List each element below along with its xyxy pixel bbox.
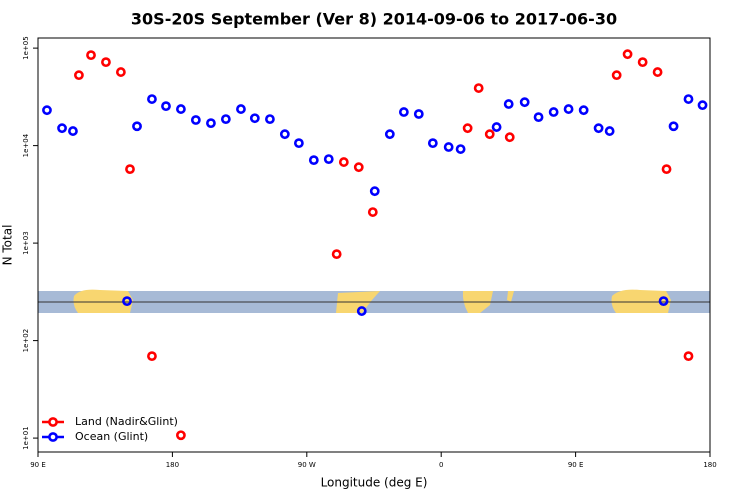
data-point — [367, 207, 378, 217]
y-tick-label: 1e+04 — [22, 133, 30, 157]
data-point — [293, 138, 304, 149]
data-point — [74, 70, 84, 81]
data-point — [484, 129, 495, 140]
data-point — [176, 104, 186, 114]
data-point — [331, 249, 342, 260]
data-point — [697, 100, 708, 111]
data-point — [147, 351, 157, 362]
data-point — [125, 164, 135, 175]
legend-marker — [48, 417, 58, 427]
data-point — [661, 164, 672, 175]
legend-label: Ocean (Glint) — [75, 430, 148, 443]
x-tick-label: 180 — [703, 461, 716, 469]
data-point — [68, 126, 78, 136]
map-band — [38, 289, 710, 313]
data-point — [455, 144, 466, 154]
x-tick-label: 90 W — [298, 461, 316, 469]
data-point — [578, 105, 589, 116]
data-point — [308, 155, 319, 166]
x-tick-label: 0 — [439, 461, 443, 469]
data-point — [443, 142, 454, 152]
data-point — [101, 57, 111, 68]
y-tick-label: 1e+05 — [22, 36, 30, 60]
data-point — [491, 122, 502, 132]
data-point — [519, 97, 530, 108]
data-point — [176, 430, 186, 441]
data-point — [604, 126, 615, 136]
data-point — [206, 118, 216, 129]
data-point — [593, 123, 604, 134]
data-point — [384, 129, 395, 140]
data-point — [323, 154, 334, 165]
y-tick-label: 1e+01 — [22, 426, 30, 450]
data-point — [473, 83, 484, 93]
data-point — [249, 113, 260, 124]
data-point — [413, 109, 424, 119]
data-point — [668, 121, 679, 132]
data-point — [683, 94, 694, 104]
data-point — [265, 114, 275, 125]
data-point — [190, 115, 201, 125]
data-point — [369, 186, 380, 197]
data-point — [683, 351, 694, 362]
data-point — [548, 107, 559, 117]
data-point — [563, 104, 574, 114]
data-point — [115, 67, 126, 77]
legend-marker — [48, 432, 58, 442]
data-point — [353, 162, 364, 173]
data-point — [86, 50, 96, 61]
data-point — [427, 138, 438, 149]
plot-frame — [37, 37, 711, 453]
data-point — [42, 105, 52, 116]
data-point — [611, 70, 622, 81]
chart-title: 30S-20S September (Ver 8) 2014-09-06 to … — [131, 10, 617, 29]
legend-label: Land (Nadir&Glint) — [75, 415, 178, 428]
x-tick-label: 180 — [166, 461, 179, 469]
data-point — [622, 49, 633, 60]
x-axis-label: Longitude (deg E) — [321, 476, 428, 490]
x-tick-label: 90 E — [30, 461, 46, 469]
data-point — [637, 57, 648, 68]
y-axis-label: N Total — [1, 225, 15, 266]
data-point — [220, 114, 231, 125]
data-point — [122, 296, 132, 307]
data-point — [658, 296, 669, 307]
data-point — [161, 101, 171, 112]
y-tick-label: 1e+02 — [22, 329, 30, 353]
y-tick-label: 1e+03 — [22, 231, 30, 255]
x-tick-label: 90 E — [568, 461, 584, 469]
data-point — [236, 104, 246, 114]
data-point — [279, 129, 290, 140]
data-point — [132, 121, 142, 132]
data-point — [533, 112, 544, 123]
data-point — [504, 132, 515, 143]
data-point — [398, 107, 409, 117]
data-point — [462, 123, 473, 134]
data-point — [503, 99, 514, 109]
data-point — [147, 94, 157, 104]
data-point — [356, 306, 367, 316]
data-point — [57, 123, 67, 134]
data-point — [338, 157, 349, 167]
data-point — [652, 67, 663, 77]
